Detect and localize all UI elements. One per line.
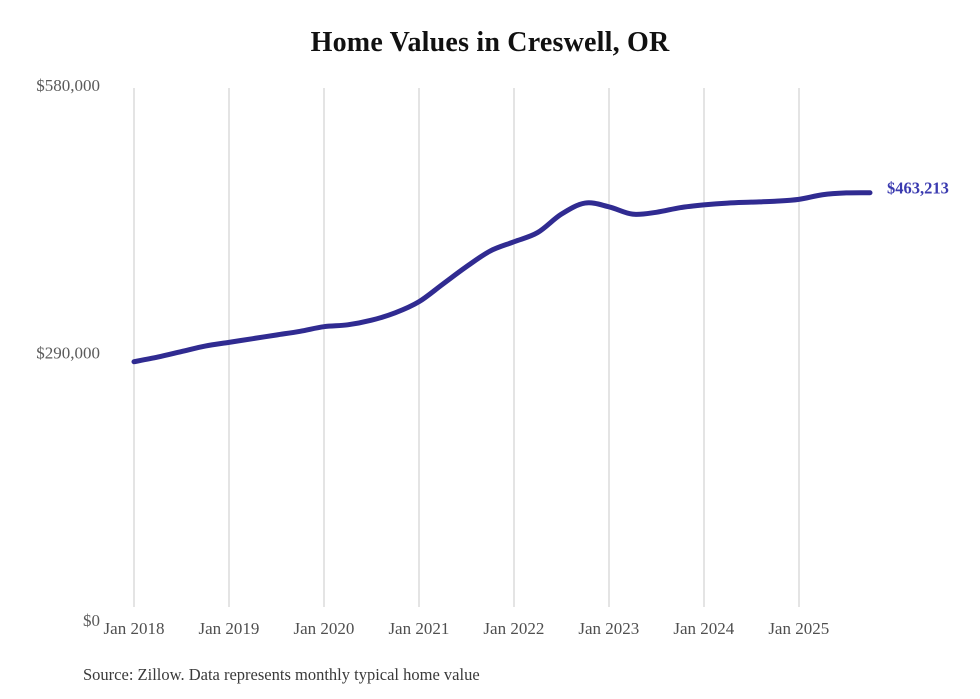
y-axis-tick-label: $0 [83, 611, 100, 630]
x-axis-labels: Jan 2018 Jan 2019 Jan 2020 Jan 2021 Jan 2022… [104, 619, 830, 638]
y-axis-tick-label: $580,000 [36, 76, 100, 95]
endpoint-value-label: $463,213 [887, 179, 949, 198]
x-axis-tick-label: Jan 2023 [578, 619, 639, 638]
x-axis-tick-label: Jan 2018 [104, 619, 165, 638]
gridlines-group [133, 88, 800, 607]
x-axis-tick-label: Jan 2020 [293, 619, 354, 638]
x-axis-tick-label: Jan 2025 [768, 619, 829, 638]
x-axis-tick-label: Jan 2021 [388, 619, 449, 638]
x-axis-tick-label: Jan 2024 [673, 619, 734, 638]
x-axis-tick-label: Jan 2022 [483, 619, 544, 638]
chart-title: Home Values in Creswell, OR [310, 27, 670, 58]
y-axis-labels: $0 $290,000 $580,000 [36, 76, 100, 630]
y-axis-tick-label: $290,000 [36, 344, 100, 363]
x-axis-tick-label: Jan 2019 [199, 619, 260, 638]
home-value-line [131, 190, 873, 365]
source-note: Source: Zillow. Data represents monthly … [83, 665, 480, 684]
